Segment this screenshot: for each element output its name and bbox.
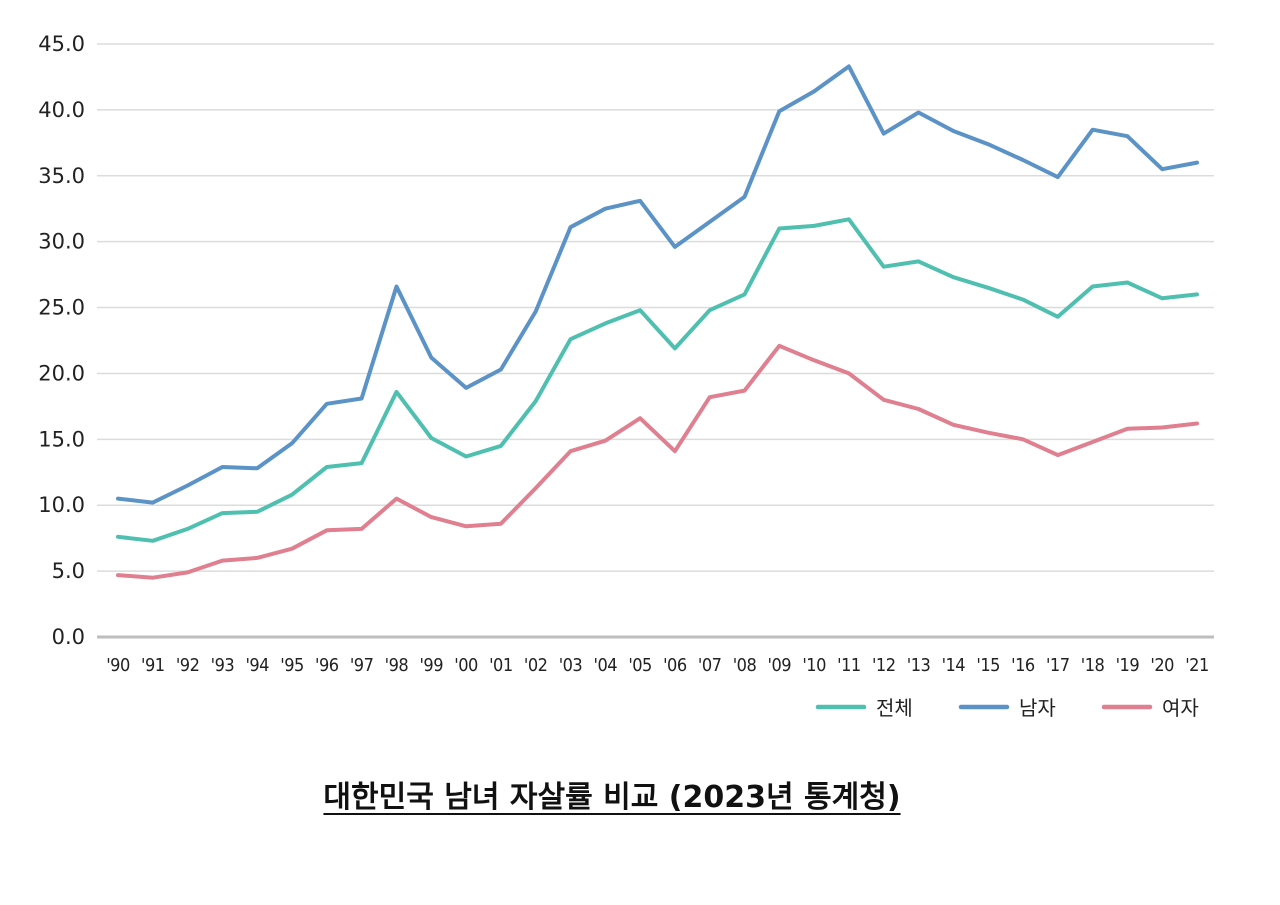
x-tick-label: '15 [976,655,1000,676]
y-tick-label: 20.0 [38,361,85,385]
y-axis-tick-labels: 0.0 5.0 10.0 15.0 20.0 25.0 30.0 35.0 40.0 45.0 [38,32,85,649]
x-tick-label: '93 [211,655,235,676]
y-tick-label: 40.0 [38,98,85,122]
chart-caption: 대한민국 남녀 자살률 비교 (2023년 통계청) [0,772,1224,816]
x-tick-label: '96 [315,655,339,676]
legend-label-0: 전체 [876,696,913,720]
series-line-2 [116,343,1199,580]
x-tick-label: '07 [698,655,722,676]
x-tick-label: '97 [350,655,374,676]
series-line-1 [116,64,1199,505]
y-tick-label: 45.0 [38,32,85,56]
x-tick-label: '19 [1116,655,1140,676]
x-tick-label: '21 [1185,655,1209,676]
caption-text: 대한민국 남녀 자살률 비교 (2023년 통계청) [323,780,901,815]
x-tick-label: '17 [1046,655,1070,676]
y-tick-label: 35.0 [38,164,85,188]
x-tick-label: '94 [245,655,269,676]
y-tick-label: 10.0 [38,493,85,517]
x-tick-label: '14 [942,655,966,676]
x-tick-label: '98 [385,655,409,676]
x-tick-label: '20 [1150,655,1174,676]
x-axis-tick-labels: '90 '91 '92 '93 '94 '95 '96 '97 '98 '99 '00 '01 '02 '… [106,655,1209,676]
legend-label-1: 남자 [1019,696,1056,720]
series-line-0 [116,217,1199,543]
x-tick-label: '16 [1011,655,1035,676]
series-lines [116,64,1199,580]
y-tick-label: 0.0 [52,625,85,649]
x-tick-label: '95 [280,655,304,676]
x-tick-label: '03 [559,655,583,676]
x-tick-label: '05 [628,655,652,676]
line-chart: 0.0 5.0 10.0 15.0 20.0 25.0 30.0 35.0 40.0 45.0 '… [38,32,1214,720]
x-tick-label: '02 [524,655,548,676]
x-tick-label: '18 [1081,655,1105,676]
x-tick-label: '12 [872,655,896,676]
x-tick-label: '11 [837,655,861,676]
x-tick-label: '99 [419,655,443,676]
x-tick-label: '10 [802,655,826,676]
y-tick-label: 15.0 [38,427,85,451]
legend: 전체 남자 여자 [815,696,1199,720]
y-tick-label: 25.0 [38,296,85,320]
x-tick-label: '90 [106,655,130,676]
x-tick-label: '09 [768,655,792,676]
y-tick-label: 30.0 [38,230,85,254]
x-tick-label: '01 [489,655,513,676]
y-tick-label: 5.0 [52,559,85,583]
x-tick-label: '08 [733,655,757,676]
x-tick-label: '13 [907,655,931,676]
x-tick-label: '06 [663,655,687,676]
legend-label-2: 여자 [1162,696,1199,720]
x-tick-label: '92 [176,655,200,676]
x-tick-label: '04 [594,655,618,676]
x-tick-label: '91 [141,655,165,676]
gridlines [97,43,1214,639]
x-tick-label: '00 [454,655,478,676]
